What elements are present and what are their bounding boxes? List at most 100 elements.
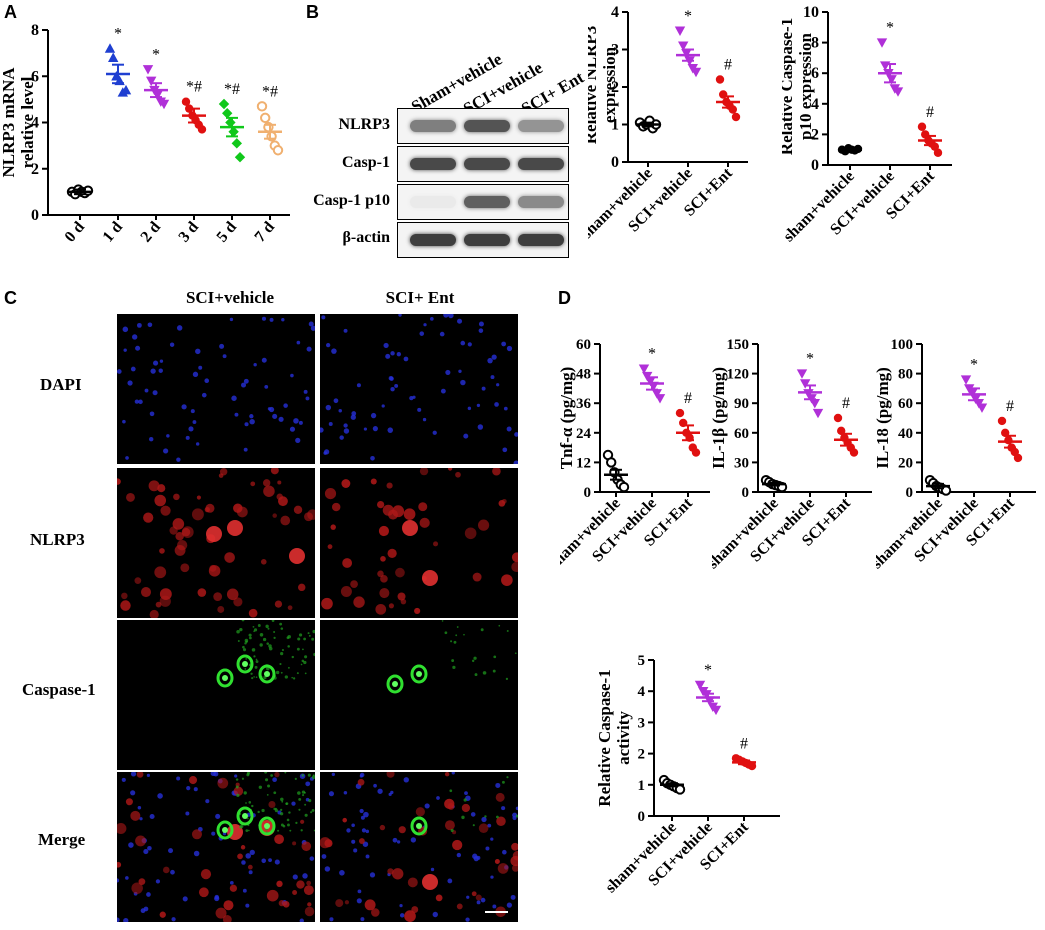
data-point: [146, 76, 157, 87]
nucleus: [494, 402, 499, 407]
green-signal: [284, 675, 288, 679]
nucleus: [423, 323, 427, 327]
nucleus: [193, 850, 200, 857]
nucleus: [168, 848, 174, 854]
green-signal: [450, 640, 453, 643]
data-point: [638, 364, 650, 374]
green-cell: [258, 664, 276, 684]
nucleus: [148, 436, 154, 442]
green-signal: [505, 677, 509, 681]
nucleus: [385, 353, 391, 359]
nucleus: [465, 917, 470, 922]
green-signal: [308, 634, 311, 637]
significance-marker: *: [152, 46, 160, 63]
nucleus: [190, 409, 195, 414]
nucleus: [150, 368, 156, 374]
green-cell-core: [416, 823, 422, 829]
nucleus: [283, 403, 288, 408]
red-signal: [304, 906, 315, 917]
x-tick-label: 0 d: [62, 219, 89, 246]
nucleus: [308, 321, 314, 327]
y-axis-label-line: Relative Caspase-1: [782, 18, 796, 155]
nucleus: [343, 328, 348, 333]
data-point: [158, 99, 170, 110]
nucleus: [231, 395, 237, 401]
nucleus: [229, 317, 234, 322]
red-signal: [340, 585, 352, 597]
nucleus: [514, 432, 518, 437]
green-signal: [268, 646, 273, 651]
nucleus: [117, 917, 120, 922]
nucleus: [242, 888, 247, 893]
blot-row-label: Casp-1: [341, 154, 390, 171]
nucleus: [495, 782, 501, 789]
nucleus: [502, 447, 508, 453]
micro-col-title: SCI+vehicle: [185, 288, 275, 307]
green-signal: [449, 789, 453, 793]
nucleus: [125, 876, 129, 880]
red-signal: [379, 588, 390, 599]
y-tick-label: 60: [898, 396, 913, 412]
red-signal: [501, 574, 513, 586]
data-point: [234, 151, 246, 163]
green-signal: [501, 780, 505, 784]
nucleus: [338, 409, 342, 413]
panel-letter-c: C: [4, 288, 17, 308]
green-signal: [235, 778, 239, 781]
nucleus: [290, 373, 294, 378]
nucleus: [456, 852, 462, 858]
micro-row-label: Merge: [38, 830, 86, 849]
data-point: [691, 448, 701, 457]
nucleus: [245, 903, 250, 908]
nucleus: [481, 816, 487, 823]
nucleus: [243, 378, 249, 384]
y-tick-label: 0: [31, 207, 39, 224]
data-point: [731, 112, 741, 122]
y-tick-label: 0: [638, 809, 646, 825]
green-signal: [242, 648, 247, 652]
series-group: [796, 369, 824, 419]
red-signal: [341, 479, 351, 488]
nucleus: [370, 412, 377, 419]
blot-band: [518, 234, 564, 246]
data-point: [272, 145, 284, 156]
green-signal: [291, 676, 293, 679]
red-signal: [418, 502, 428, 512]
green-signal: [251, 648, 256, 652]
nucleus: [383, 342, 389, 349]
y-tick-label: 100: [891, 337, 914, 353]
green-signal: [243, 791, 247, 795]
red-signal: [276, 493, 283, 500]
blot-band: [464, 234, 510, 246]
nucleus: [365, 854, 370, 859]
micro-row-label: NLRP3: [30, 530, 85, 549]
nucleus: [134, 399, 139, 404]
red-signal: [511, 561, 518, 573]
data-point: [812, 408, 824, 419]
red-signal: [270, 468, 279, 475]
micrograph-image: [117, 316, 315, 462]
nucleus: [359, 808, 364, 814]
nucleus: [501, 341, 507, 347]
green-signal: [241, 777, 245, 780]
data-point: [260, 112, 271, 124]
nucleus: [310, 325, 315, 331]
green-signal: [492, 669, 496, 673]
nucleus: [303, 389, 308, 394]
red-signal: [397, 592, 406, 601]
red-signal: [266, 889, 279, 902]
nucleus: [515, 806, 518, 811]
y-tick-label: 120: [727, 367, 750, 383]
y-tick-label: 30: [734, 455, 749, 471]
nucleus: [188, 426, 194, 432]
red-signal: [386, 482, 393, 489]
nucleus: [394, 383, 399, 388]
green-signal: [308, 799, 312, 803]
red-signal: [140, 587, 152, 598]
nucleus: [143, 849, 149, 855]
x-tick-label: 1 d: [100, 219, 127, 246]
red-cell: [402, 520, 418, 536]
nucleus: [432, 911, 438, 918]
